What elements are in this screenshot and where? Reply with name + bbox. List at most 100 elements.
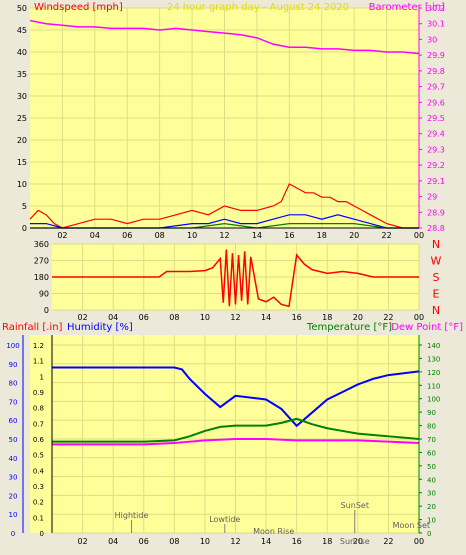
barometer-ytick: 29.1 bbox=[427, 177, 445, 186]
temperature-ytick: 140 bbox=[427, 342, 440, 350]
direction-ytick: 270 bbox=[34, 257, 49, 266]
temperature-ytick: 100 bbox=[427, 396, 440, 404]
wind-xtick: 02 bbox=[57, 231, 67, 240]
rainfall-ytick: 0.9 bbox=[33, 389, 44, 397]
temperature-ytick: 0 bbox=[427, 530, 431, 538]
rainfall-ytick: 0 bbox=[40, 530, 44, 538]
direction-xtick: 20 bbox=[353, 313, 363, 322]
wind-ytick: 15 bbox=[17, 158, 27, 167]
climate-xtick: 14 bbox=[261, 537, 271, 546]
wind-xtick: 06 bbox=[122, 231, 132, 240]
annotation-label: Hightide bbox=[115, 511, 149, 520]
direction-ytick: 360 bbox=[34, 240, 49, 249]
wind-ytick: 5 bbox=[22, 202, 27, 211]
direction-ytick: 180 bbox=[34, 273, 49, 282]
humidity-ytick: 60 bbox=[9, 417, 18, 425]
wind-ytick: 0 bbox=[22, 224, 27, 233]
direction-xtick: 22 bbox=[383, 313, 393, 322]
humidity-ytick: 50 bbox=[9, 436, 18, 444]
direction-xtick: 16 bbox=[292, 313, 302, 322]
wind-xtick: 04 bbox=[90, 231, 100, 240]
temperature-ytick: 130 bbox=[427, 355, 440, 363]
barometer-ytick: 30.2 bbox=[427, 4, 445, 13]
temperature-ytick: 90 bbox=[427, 409, 436, 417]
direction-xtick: 18 bbox=[322, 313, 332, 322]
annotation-label: Moon Set bbox=[393, 521, 430, 530]
direction-ytick: 90 bbox=[39, 290, 49, 299]
wind-xtick: 16 bbox=[284, 231, 294, 240]
temperature-ytick: 60 bbox=[427, 449, 436, 457]
rainfall-ytick: 1 bbox=[40, 373, 44, 381]
annotation-label: Lowtide bbox=[209, 515, 240, 524]
rainfall-ytick: 0.1 bbox=[33, 514, 44, 522]
climate-xtick: 18 bbox=[322, 537, 332, 546]
climate-xtick: 22 bbox=[383, 537, 393, 546]
direction-xtick: 00 bbox=[414, 313, 424, 322]
barometer-ytick: 29.9 bbox=[427, 51, 445, 60]
barometer-ytick: 29.2 bbox=[427, 161, 445, 170]
climate-series-line bbox=[52, 438, 420, 446]
rainfall-ylabel: Rainfall [.in] bbox=[2, 322, 63, 333]
temperature-ytick: 20 bbox=[427, 503, 436, 511]
compass-label: E bbox=[433, 288, 440, 301]
wind-ticks: 0 5 10 15 20 25 30 35 40 45 50 28.8 28.9 29 29.1 29.2 29… bbox=[17, 4, 445, 240]
compass-label: N bbox=[432, 238, 440, 251]
temperature-ylabel: Temperature [°F] bbox=[306, 322, 392, 333]
climate-xtick: 20 bbox=[353, 537, 363, 546]
humidity-ytick: 30 bbox=[9, 474, 18, 482]
barometer-ylabel: Barometer [.in] bbox=[369, 2, 445, 13]
climate-xtick: 12 bbox=[230, 537, 240, 546]
temperature-ytick: 30 bbox=[427, 490, 436, 498]
direction-xtick: 04 bbox=[108, 313, 118, 322]
temperature-ytick: 40 bbox=[427, 476, 436, 484]
annotation-label: SunSet bbox=[341, 501, 369, 510]
wind-ytick: 35 bbox=[17, 70, 27, 79]
climate-series bbox=[52, 366, 420, 446]
rainfall-ytick: 0.6 bbox=[33, 436, 45, 444]
humidity-ytick: 10 bbox=[9, 511, 18, 519]
rainfall-ytick: 0.5 bbox=[33, 452, 44, 460]
barometer-ytick: 29.6 bbox=[427, 98, 445, 107]
barometer-ytick: 30 bbox=[427, 35, 437, 44]
barometer-ytick: 29.4 bbox=[427, 130, 445, 139]
wind-xtick: 22 bbox=[381, 231, 391, 240]
dewpoint-ylabel: Dew Point [°F] bbox=[391, 322, 463, 333]
humidity-ytick: 90 bbox=[9, 361, 18, 369]
direction-xtick: 06 bbox=[139, 313, 149, 322]
temperature-ytick: 50 bbox=[427, 463, 436, 471]
compass-label: S bbox=[433, 271, 440, 284]
wind-series-line bbox=[29, 183, 419, 229]
barometer-ytick: 29.8 bbox=[427, 67, 445, 76]
wind-series-line bbox=[29, 19, 420, 55]
compass-label: N bbox=[432, 304, 440, 317]
climate-grid bbox=[52, 335, 420, 534]
rainfall-ytick: 0.2 bbox=[33, 499, 44, 507]
temperature-ytick: 80 bbox=[427, 423, 436, 431]
annotation-label: Sunrise bbox=[340, 537, 370, 546]
temperature-ytick: 120 bbox=[427, 369, 440, 377]
direction-xtick: 02 bbox=[77, 313, 87, 322]
wind-xtick: 10 bbox=[187, 231, 197, 240]
climate-xtick: 02 bbox=[77, 537, 87, 546]
rainfall-ytick: 0.3 bbox=[33, 483, 44, 491]
humidity-ytick: 0 bbox=[11, 530, 15, 538]
annotation-label: Moon Rise bbox=[253, 527, 294, 536]
climate-xtick: 00 bbox=[414, 537, 424, 546]
direction-xtick: 12 bbox=[230, 313, 240, 322]
humidity-ytick: 40 bbox=[9, 455, 18, 463]
temperature-ytick: 10 bbox=[427, 517, 436, 525]
rainfall-ytick: 0.8 bbox=[33, 405, 44, 413]
direction-xtick: 14 bbox=[261, 313, 271, 322]
barometer-ytick: 29 bbox=[427, 193, 437, 202]
rainfall-ytick: 0.7 bbox=[33, 420, 44, 428]
humidity-ytick: 80 bbox=[9, 380, 18, 388]
climate-xtick: 16 bbox=[292, 537, 302, 546]
climate-annotations: Hightide Lowtide Moon Rise SunSet Moon Set Su… bbox=[115, 501, 430, 546]
barometer-ytick: 29.3 bbox=[427, 145, 445, 154]
humidity-ytick: 70 bbox=[9, 398, 18, 406]
climate-xtick: 06 bbox=[139, 537, 149, 546]
wind-ytick: 45 bbox=[17, 26, 27, 35]
temperature-ytick: 110 bbox=[427, 382, 440, 390]
